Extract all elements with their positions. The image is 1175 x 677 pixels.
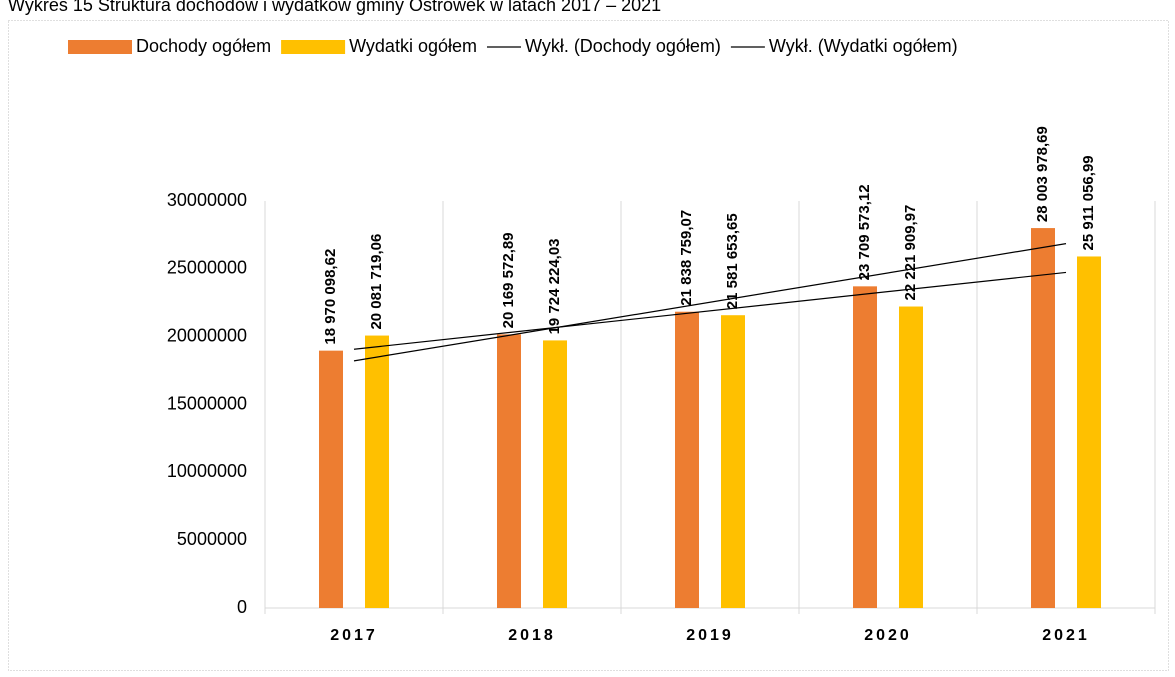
chart-title: Wykres 15 Struktura dochodów i wydatków …	[8, 0, 661, 15]
legend-label: Wykł. (Wydatki ogółem)	[769, 36, 958, 56]
bar	[365, 335, 389, 608]
bar	[675, 311, 699, 608]
bar	[853, 286, 877, 608]
legend-swatch	[281, 40, 346, 54]
bar	[721, 315, 745, 608]
data-label: 21 581 653,65	[724, 213, 741, 309]
bar	[319, 350, 343, 608]
data-label: 28 003 978,69	[1034, 126, 1051, 222]
legend-label: Wydatki ogółem	[349, 36, 477, 56]
chart-border	[8, 20, 1169, 671]
bar	[899, 306, 923, 608]
y-tick-label: 5000000	[177, 529, 247, 549]
bar	[497, 334, 521, 608]
data-label: 25 911 056,99	[1080, 155, 1097, 250]
y-tick-label: 15000000	[167, 393, 247, 413]
data-label: 20 169 572,89	[500, 232, 517, 328]
x-tick-label: 2019	[686, 627, 734, 644]
legend-swatch	[68, 40, 132, 54]
x-tick-label: 2018	[508, 627, 556, 644]
y-tick-label: 25000000	[167, 258, 247, 278]
x-tick-label: 2020	[864, 627, 912, 644]
y-tick-label: 30000000	[167, 190, 247, 210]
x-tick-label: 2017	[330, 627, 378, 644]
legend-label: Dochody ogółem	[136, 36, 271, 56]
data-label: 20 081 719,06	[368, 234, 385, 330]
y-tick-label: 20000000	[167, 325, 247, 345]
data-label: 21 838 759,07	[678, 210, 695, 306]
trendline	[353, 271, 1067, 350]
data-label: 19 724 224,03	[546, 238, 563, 334]
bar	[543, 340, 567, 608]
data-label: 18 970 098,62	[322, 249, 339, 345]
legend-label: Wykł. (Dochody ogółem)	[525, 36, 721, 56]
y-tick-label: 10000000	[167, 461, 247, 481]
data-label: 23 709 573,12	[856, 184, 873, 280]
data-label: 22 221 909,97	[902, 205, 919, 301]
bar	[1031, 228, 1055, 609]
trendline	[353, 243, 1067, 362]
bar	[1077, 256, 1101, 608]
y-tick-label: 0	[237, 597, 247, 617]
x-tick-label: 2021	[1042, 627, 1090, 644]
